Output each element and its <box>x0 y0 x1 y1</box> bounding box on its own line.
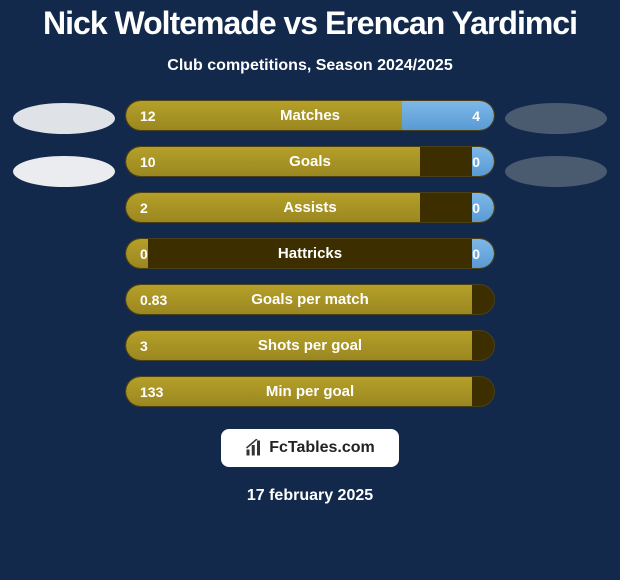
stat-label: Hattricks <box>278 245 342 262</box>
comparison-area: 12 4 Matches 10 0 Goals 2 0 Assists 0 0 Hattricks 0.… <box>0 100 620 407</box>
bar-right-fill <box>402 101 494 130</box>
brand-badge[interactable]: FcTables.com <box>221 429 399 467</box>
stat-label: Shots per goal <box>258 337 362 354</box>
stat-left-value: 3 <box>140 338 148 354</box>
stat-left-value: 10 <box>140 154 156 170</box>
stat-bars: 12 4 Matches 10 0 Goals 2 0 Assists 0 0 Hattricks 0.… <box>125 100 495 407</box>
bar-left-fill <box>126 193 420 222</box>
stat-label: Matches <box>280 107 340 124</box>
stat-left-value: 0.83 <box>140 292 167 308</box>
stat-left-value: 12 <box>140 108 156 124</box>
stat-right-value: 0 <box>472 154 480 170</box>
stat-row: 0 0 Hattricks <box>125 238 495 269</box>
stat-row: 10 0 Goals <box>125 146 495 177</box>
stat-left-value: 133 <box>140 384 163 400</box>
stat-row: 133 Min per goal <box>125 376 495 407</box>
right-oval-2 <box>505 156 607 187</box>
stat-row: 2 0 Assists <box>125 192 495 223</box>
left-player-col <box>13 100 115 187</box>
page-title: Nick Woltemade vs Erencan Yardimci <box>43 5 577 42</box>
right-player-col <box>505 100 607 187</box>
subtitle: Club competitions, Season 2024/2025 <box>167 57 452 75</box>
stat-label: Assists <box>283 199 336 216</box>
stat-right-value: 4 <box>472 108 480 124</box>
left-oval-1 <box>13 103 115 134</box>
stat-right-value: 0 <box>472 200 480 216</box>
stat-label: Min per goal <box>266 383 354 400</box>
footer-date: 17 february 2025 <box>247 487 373 505</box>
bar-left-fill <box>126 147 420 176</box>
stat-label: Goals <box>289 153 331 170</box>
stat-label: Goals per match <box>251 291 369 308</box>
right-oval-1 <box>505 103 607 134</box>
stat-left-value: 2 <box>140 200 148 216</box>
bar-left-fill <box>126 101 402 130</box>
chart-icon <box>245 439 263 457</box>
left-oval-2 <box>13 156 115 187</box>
stat-row: 12 4 Matches <box>125 100 495 131</box>
brand-text: FcTables.com <box>269 439 375 457</box>
stat-left-value: 0 <box>140 246 148 262</box>
stat-row: 0.83 Goals per match <box>125 284 495 315</box>
stat-right-value: 0 <box>472 246 480 262</box>
stat-row: 3 Shots per goal <box>125 330 495 361</box>
